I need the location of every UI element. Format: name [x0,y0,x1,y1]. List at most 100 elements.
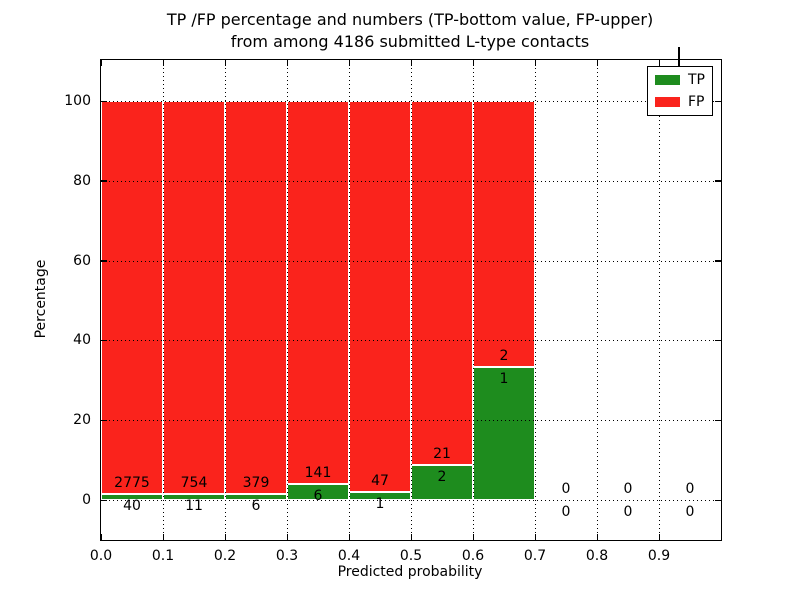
x-tick-bottom [534,534,536,540]
plot-area: TP FP 0.0 0.1 0.2 0.3 0.4 0.5 0.6 0.7 0.8 0.9 0 20 4… [64,59,722,564]
y-tick-label-80: 80 [73,172,91,189]
x-tick-top [472,60,474,66]
x-tick-top [658,60,660,66]
stray-tick-line [678,47,680,67]
bar-bin-0.3 [287,60,349,540]
y-tick-right [715,339,721,342]
x-tick-label-0.2: 0.2 [213,548,237,564]
x-tick-bottom [410,534,412,540]
v-gridline-0.7 [535,60,536,540]
fp-color-swatch [655,97,680,107]
tp-count-label: 40 [123,498,141,515]
x-axis-label: Predicted probability [337,564,483,580]
fp-bar-segment [287,101,349,484]
y-tick-right [715,419,721,422]
tp-count-label: 1 [375,495,385,512]
fp-count-label: 47 [371,472,389,489]
x-tick-label-0.9: 0.9 [647,548,671,564]
fp-count-label: 21 [433,446,451,463]
x-tick-label-0.1: 0.1 [151,548,175,564]
tp-count-label: 0 [685,504,695,520]
x-tick-bottom [224,534,226,540]
fp-count-label: 754 [180,475,208,492]
y-tick-left [101,100,107,102]
x-tick-bottom [596,534,598,540]
y-tick-label-0: 0 [82,492,91,508]
bar-bin-0.2 [225,60,287,540]
x-tick-top [410,60,412,66]
y-tick-left [101,180,107,182]
x-tick-bottom [658,534,660,540]
x-tick-bottom [472,534,474,540]
fp-bar-segment [101,101,163,495]
chart-title-line1: TP /FP percentage and numbers (TP-bottom… [166,10,654,29]
v-gridline-0.6 [473,60,474,540]
fp-count-label: 379 [242,474,270,491]
y-tick-label-60: 60 [73,252,91,269]
tp-count-label: 6 [313,487,323,504]
y-tick-label-20: 20 [73,412,91,429]
y-tick-right [715,100,721,102]
tp-count-label: 6 [251,497,261,514]
x-tick-label-0.3: 0.3 [275,548,299,564]
x-tick-bottom [100,534,102,540]
chart-title-line2: from among 4186 submitted L-type contact… [230,32,590,51]
tp-color-swatch [655,75,680,85]
x-tick-top [534,60,536,66]
tp-bar-segment [101,494,163,500]
bar-bin-0.5 [411,60,473,540]
x-tick-top [348,60,350,66]
v-gridline-0.4 [349,60,350,540]
fp-count-label: 141 [304,464,332,481]
bar-bin-0.6 [473,60,535,540]
tp-count-label: 0 [561,504,571,520]
fp-count-label: 0 [561,481,571,497]
fp-bar-segment [411,101,473,466]
x-tick-bottom [286,534,288,540]
y-tick-left [101,260,107,262]
y-axis-label: Percentage [33,259,49,339]
tp-count-label: 2 [437,469,447,486]
v-gridline-0.1 [163,60,164,540]
tp-count-label: 0 [623,504,633,520]
legend-item-fp: FP [655,95,705,109]
chart-title: TP /FP percentage and numbers (TP-bottom… [100,9,720,53]
fp-count-label: 0 [623,481,633,497]
v-gridline-0.8 [597,60,598,540]
x-tick-bottom [162,534,164,540]
x-tick-label-0.7: 0.7 [523,548,547,564]
fp-bar-segment [225,101,287,494]
v-gridline-0.5 [411,60,412,540]
y-tick-label-40: 40 [73,332,91,349]
y-tick-right [715,180,721,182]
y-tick-left [101,499,107,501]
v-gridline-0.3 [287,60,288,540]
bar-bin-0.0 [101,60,163,540]
fp-bar-segment [163,101,225,495]
y-tick-left [101,339,107,342]
legend-label-tp: TP [688,72,705,88]
x-tick-label-0.6: 0.6 [461,548,485,564]
tp-count-label: 11 [185,498,203,515]
x-tick-top [596,60,598,66]
fp-bar-segment [473,101,535,367]
tp-count-label: 1 [499,371,509,387]
legend-item-tp: TP [655,73,705,87]
x-tick-label-0.4: 0.4 [337,548,361,564]
x-tick-top [224,60,226,66]
x-tick-bottom [348,534,350,540]
fp-count-label: 2 [499,348,509,365]
y-tick-right [715,499,721,501]
legend-label-fp: FP [688,94,705,110]
v-gridline-0.2 [225,60,226,540]
x-tick-label-0.5: 0.5 [399,548,423,564]
x-tick-top [286,60,288,66]
legend: TP FP [647,66,713,116]
fp-bar-segment [349,101,411,492]
bar-bin-0.1 [163,60,225,540]
fp-count-label: 0 [685,481,695,497]
y-tick-label-100: 100 [64,93,91,109]
v-gridline-0.9 [659,60,660,540]
tp-bar-segment [473,367,535,500]
